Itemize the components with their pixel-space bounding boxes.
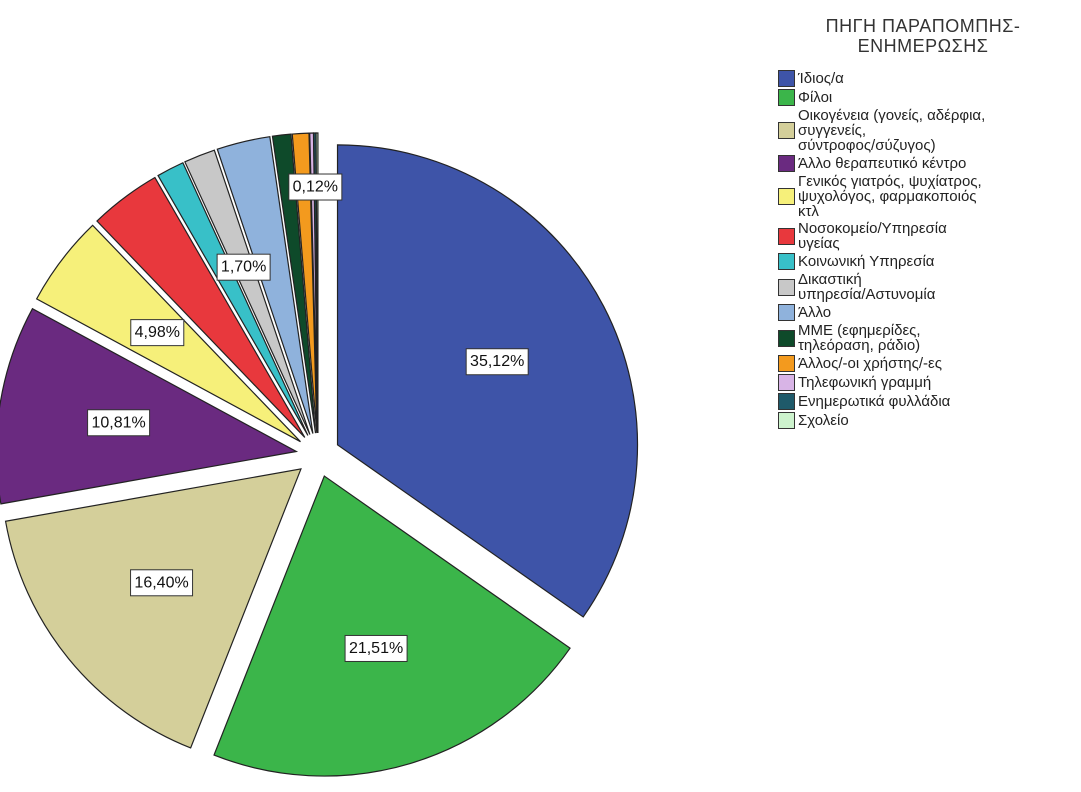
legend-label: Κοινωνική Υπηρεσία [798, 253, 935, 270]
legend: ΠΗΓΗ ΠΑΡΑΠΟΜΠΗΣ- ΕΝΗΜΕΡΩΣΗΣ Ίδιος/α Φίλοι… [778, 16, 1078, 431]
svg-text:1,70%: 1,70% [221, 259, 266, 276]
svg-text:35,12%: 35,12% [470, 353, 524, 370]
legend-swatch [778, 253, 795, 270]
legend-label: Οικογένεια (γονείς, αδέρφια, συγγενείς, … [798, 107, 986, 154]
legend-label: Άλλος/-οι χρήστης/-ες [798, 355, 942, 372]
svg-text:10,81%: 10,81% [91, 414, 145, 431]
legend-item-12: Ενημερωτικά φυλλάδια [778, 393, 1078, 410]
legend-label: Νοσοκομείο/Υπηρεσία υγείας [798, 220, 947, 252]
legend-swatch [778, 393, 795, 410]
pie-slice-1 [213, 475, 571, 777]
legend-item-3: Άλλο θεραπευτικό κέντρο [778, 155, 1078, 172]
legend-title: ΠΗΓΗ ΠΑΡΑΠΟΜΠΗΣ- ΕΝΗΜΕΡΩΣΗΣ [778, 16, 1068, 56]
legend-swatch [778, 355, 795, 372]
legend-swatch [778, 122, 795, 139]
data-label-12: 0,12% [288, 173, 343, 201]
legend-label: Άλλο [798, 304, 832, 321]
legend-label: Σχολείο [798, 412, 849, 429]
legend-swatch [778, 70, 795, 87]
legend-item-10: Άλλος/-οι χρήστης/-ες [778, 355, 1078, 372]
legend-title-line-1: ΠΗΓΗ ΠΑΡΑΠΟΜΠΗΣ- [825, 16, 1021, 36]
legend-label: Ίδιος/α [798, 70, 844, 87]
legend-swatch [778, 155, 795, 172]
svg-text:16,40%: 16,40% [134, 574, 188, 591]
legend-item-4: Γενικός γιατρός, ψυχίατρος, ψυχολόγος, φ… [778, 174, 1078, 219]
data-label-2: 16,40% [130, 569, 194, 597]
legend-item-6: Κοινωνική Υπηρεσία [778, 253, 1078, 270]
data-label-0: 35,12% [465, 348, 529, 376]
legend-item-7: Δικαστική υπηρεσία/Αστυνομία [778, 272, 1078, 302]
pie-slice-7 [184, 149, 311, 435]
pie-slice-0 [336, 144, 639, 618]
legend-swatch [778, 89, 795, 106]
pie-slice-9 [271, 133, 317, 434]
legend-item-0: Ίδιος/α [778, 70, 1078, 87]
legend-label: Ενημερωτικά φυλλάδια [798, 393, 951, 410]
svg-text:4,98%: 4,98% [135, 324, 180, 341]
svg-text:21,51%: 21,51% [349, 640, 403, 657]
legend-item-11: Τηλεφωνική γραμμή [778, 374, 1078, 391]
pie-slice-10 [291, 132, 318, 434]
pie-slice-6 [157, 161, 309, 436]
data-label-1: 21,51% [344, 634, 408, 662]
legend-item-13: Σχολείο [778, 412, 1078, 429]
pie-slice-3 [0, 307, 299, 505]
data-label-4: 4,98% [130, 319, 185, 347]
legend-swatch [778, 329, 795, 347]
legend-items: Ίδιος/α Φίλοι Οικογένεια (γονείς, αδέρφια,… [778, 70, 1078, 429]
pie-chart: 35,12% 21,51% 16,40% 10,81% 4,98% 1,70% 0,12% [0, 132, 639, 777]
legend-label: ΜΜΕ (εφημερίδες, τηλεόραση, ράδιο) [798, 322, 921, 354]
legend-swatch [778, 227, 795, 245]
legend-swatch [778, 412, 795, 429]
legend-item-2: Οικογένεια (γονείς, αδέρφια, συγγενείς, … [778, 108, 1078, 153]
legend-label: Φίλοι [798, 89, 833, 106]
pie-slice-2 [4, 468, 302, 749]
legend-item-9: ΜΜΕ (εφημερίδες, τηλεόραση, ράδιο) [778, 323, 1078, 353]
pie-slice-5 [96, 176, 306, 438]
legend-label: Τηλεφωνική γραμμή [798, 374, 932, 391]
legend-swatch [778, 188, 795, 205]
legend-item-1: Φίλοι [778, 89, 1078, 106]
legend-label: Άλλο θεραπευτικό κέντρο [798, 155, 967, 172]
legend-item-5: Νοσοκομείο/Υπηρεσία υγείας [778, 221, 1078, 251]
legend-item-8: Άλλο [778, 304, 1078, 321]
legend-label: Γενικός γιατρός, ψυχίατρος, ψυχολόγος, φ… [798, 173, 982, 220]
pie-slice-8 [216, 136, 314, 434]
legend-title-line-2: ΕΝΗΜΕΡΩΣΗΣ [857, 36, 989, 56]
data-label-3: 10,81% [87, 409, 151, 437]
legend-swatch [778, 374, 795, 391]
pie-slice-13 [315, 132, 319, 434]
legend-swatch [778, 278, 795, 296]
data-label-7: 1,70% [216, 253, 271, 281]
legend-label: Δικαστική υπηρεσία/Αστυνομία [798, 271, 936, 303]
legend-swatch [778, 304, 795, 321]
svg-text:0,12%: 0,12% [293, 179, 338, 196]
